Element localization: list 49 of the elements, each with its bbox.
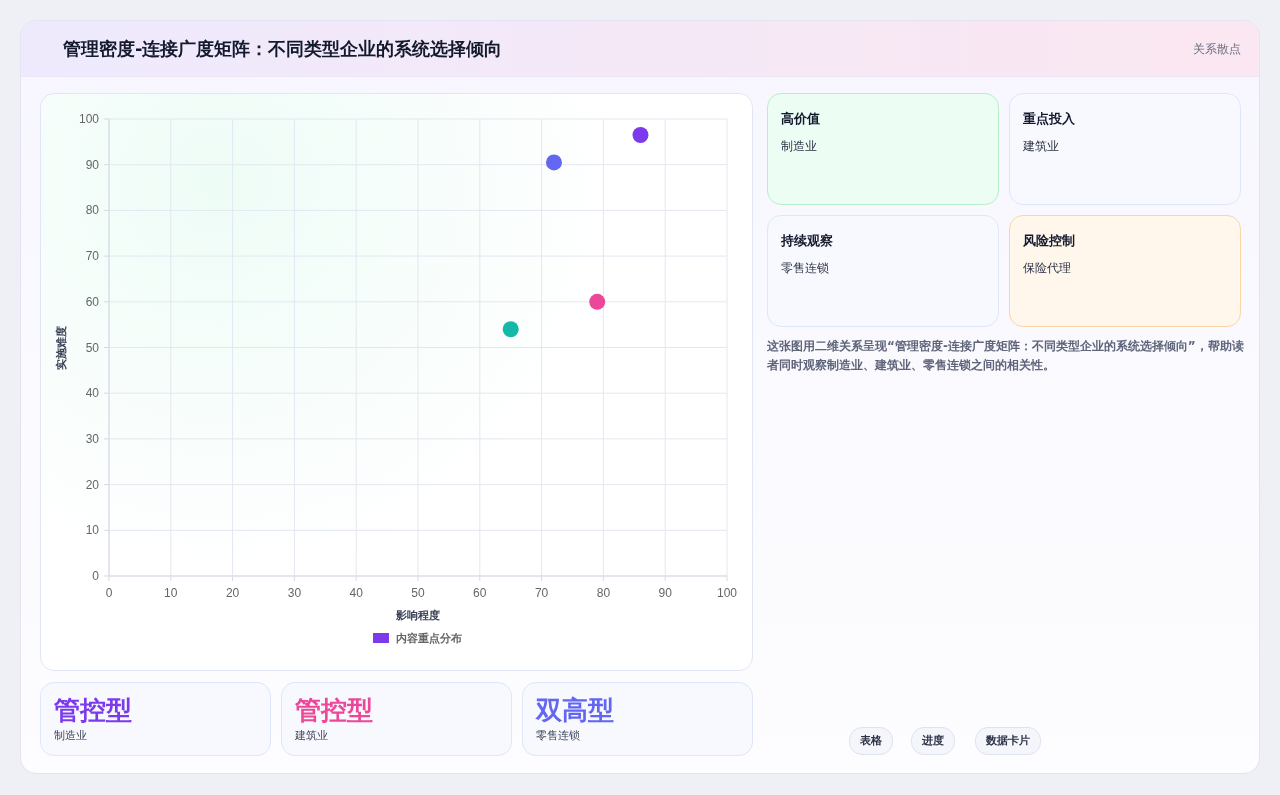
y-tick-label: 0 bbox=[92, 569, 100, 583]
x-tick-label: 90 bbox=[658, 586, 673, 600]
point bbox=[589, 293, 606, 310]
text: 建筑业 bbox=[295, 728, 328, 743]
x-tick-label: 50 bbox=[411, 586, 425, 600]
y-tick-label: 70 bbox=[85, 249, 100, 264]
point bbox=[545, 154, 562, 171]
text: 数据卡片 bbox=[975, 727, 1041, 755]
point bbox=[632, 127, 649, 143]
text: 持续观察 bbox=[781, 232, 833, 250]
y-tick-label: 80 bbox=[85, 203, 100, 218]
text: 进度 bbox=[911, 727, 955, 755]
legend-label: 内容重点分布 bbox=[396, 632, 462, 645]
x-tick-label: 0 bbox=[105, 586, 113, 600]
text: 零售连锁 bbox=[781, 260, 829, 277]
y-tick-label: 100 bbox=[78, 112, 100, 126]
text: 建筑业 bbox=[1023, 138, 1059, 155]
x-tick-label: 70 bbox=[534, 586, 549, 600]
text: 高价值 bbox=[781, 110, 820, 128]
text: 表格 bbox=[849, 727, 893, 755]
text: 保险代理 bbox=[1023, 260, 1071, 277]
text: 零售连锁 bbox=[536, 728, 580, 743]
text: 重点投入 bbox=[1023, 110, 1075, 128]
point bbox=[502, 321, 519, 338]
x-tick-label: 100 bbox=[716, 586, 738, 600]
y-tick-label: 90 bbox=[85, 157, 100, 172]
y-tick-label: 20 bbox=[85, 477, 100, 492]
y-axis-title: 实施难度 bbox=[55, 325, 68, 370]
chart-title: 管理密度-连接广度矩阵：不同类型企业的系统选择倾向 bbox=[63, 37, 503, 61]
text: 管控型 bbox=[54, 694, 132, 727]
x-axis-title: 影响程度 bbox=[395, 609, 440, 622]
x-tick-label: 20 bbox=[225, 586, 240, 600]
x-tick-label: 60 bbox=[473, 586, 487, 600]
x-tick-label: 30 bbox=[287, 586, 302, 600]
text: 制造业 bbox=[781, 138, 817, 155]
text: 关系散点 bbox=[1193, 41, 1241, 58]
text: 管控型 bbox=[295, 694, 373, 727]
y-tick-label: 60 bbox=[85, 294, 100, 309]
y-tick-label: 50 bbox=[85, 340, 100, 355]
x-tick-label: 80 bbox=[596, 586, 611, 600]
y-tick-label: 40 bbox=[85, 386, 100, 401]
y-tick-label: 30 bbox=[85, 431, 100, 446]
text: 制造业 bbox=[54, 728, 87, 743]
x-tick-label: 10 bbox=[164, 586, 178, 600]
text: 风险控制 bbox=[1023, 232, 1075, 250]
y-tick-label: 10 bbox=[85, 523, 100, 538]
text: 双高型 bbox=[536, 694, 614, 727]
x-tick-label: 40 bbox=[349, 586, 364, 600]
text: 这张图用二维关系呈现“管理密度-连接广度矩阵：不同类型企业的系统选择倾向”，帮助读者同时观察制造业、建筑业、零售连锁之间的相关性。 bbox=[767, 338, 1245, 374]
